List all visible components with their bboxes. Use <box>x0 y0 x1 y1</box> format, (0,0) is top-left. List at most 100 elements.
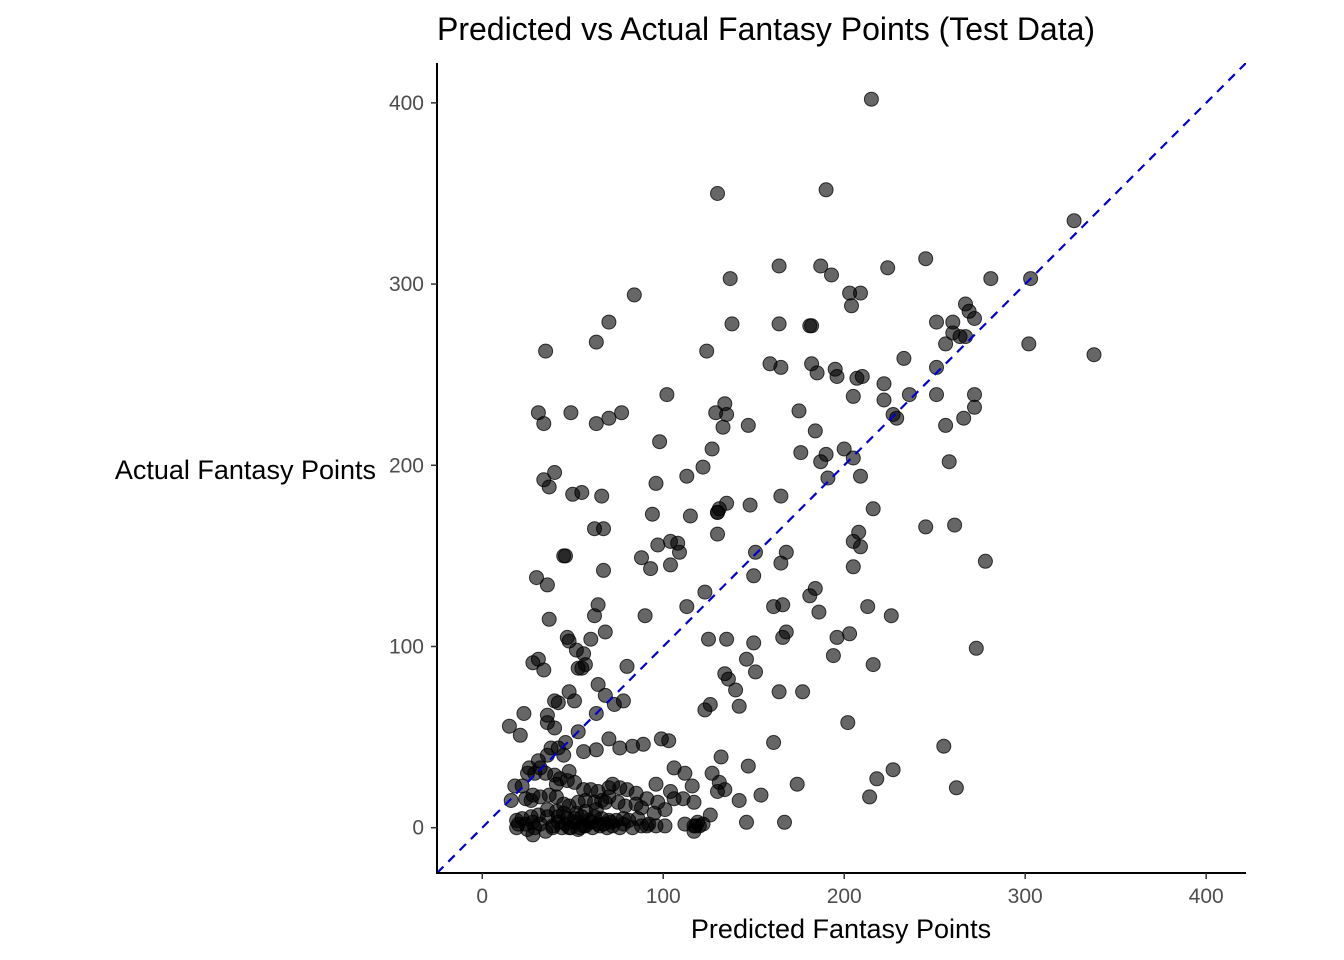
scatter-point <box>516 706 532 721</box>
scatter-point <box>854 369 870 384</box>
scatter-point <box>773 488 789 504</box>
scatter-point <box>597 687 613 703</box>
scatter-point <box>936 738 952 754</box>
scatter-point <box>577 657 593 673</box>
scatter-point <box>601 410 617 426</box>
scatter-point <box>775 629 791 645</box>
scatter-point <box>885 762 901 778</box>
scatter-point <box>652 434 668 450</box>
scatter-point <box>722 271 738 287</box>
scatter-point <box>501 718 517 734</box>
scatter-point <box>525 827 541 843</box>
scatter-point <box>710 526 725 542</box>
scatter-point <box>686 794 702 810</box>
scatter-point <box>719 495 735 511</box>
scatter-point <box>967 387 982 403</box>
scatter-point <box>865 657 881 673</box>
scatter-point <box>748 544 763 560</box>
scatter-point <box>918 251 934 267</box>
scatter-point <box>644 506 660 522</box>
scatter-point <box>690 814 706 830</box>
scatter-point <box>739 814 754 830</box>
scatter-point <box>583 631 599 647</box>
scatter-point <box>588 802 604 818</box>
scatter-point <box>836 441 852 457</box>
scatter-point <box>704 441 720 457</box>
x-tick-label: 100 <box>646 885 681 908</box>
scatter-point <box>753 787 769 803</box>
chart-title-group: Predicted vs Actual Fantasy Points (Test… <box>437 11 1095 47</box>
scatter-point <box>661 733 677 749</box>
scatter-point <box>967 399 982 415</box>
scatter-point <box>597 624 613 640</box>
scatter-point <box>948 780 964 796</box>
x-tick-label: 0 <box>476 885 488 908</box>
scatter-point <box>901 387 917 403</box>
scatter-point <box>639 818 655 834</box>
scatter-point <box>572 820 588 836</box>
scatter-point <box>802 588 818 604</box>
scatter-point <box>771 316 787 332</box>
scatter-point <box>813 258 829 274</box>
scatter-point <box>596 521 611 537</box>
scatter-point <box>863 91 879 107</box>
scatter-point <box>968 640 984 656</box>
scatter-point <box>614 405 630 421</box>
scatter-point <box>947 517 963 533</box>
scatter-point <box>938 336 954 352</box>
scatter-point <box>563 405 579 421</box>
scatter-point <box>635 736 651 752</box>
scatter-point <box>789 776 805 792</box>
scatter-point <box>548 776 564 792</box>
scatter-point <box>503 793 519 808</box>
scatter-point <box>679 599 695 615</box>
scatter-point <box>545 820 561 836</box>
scatter-point <box>853 539 868 555</box>
scatter-point <box>657 818 673 834</box>
scatter-point <box>710 504 725 520</box>
scatter-point <box>811 604 827 620</box>
scatter-point <box>956 410 972 426</box>
scatter-point <box>746 635 762 651</box>
scatter-point <box>842 626 858 642</box>
scatter-point <box>1066 213 1082 229</box>
x-tick-label: 400 <box>1189 885 1224 908</box>
scatter-point <box>619 658 635 674</box>
scatter-point <box>813 454 829 470</box>
scatter-point <box>567 693 582 709</box>
scatter-point <box>588 334 604 350</box>
scatter-point <box>746 568 762 584</box>
scatter-point <box>603 814 619 830</box>
scatter-point <box>742 497 758 513</box>
scatter-point <box>775 597 791 613</box>
scatter-point <box>845 450 861 466</box>
scatter-point <box>829 629 845 645</box>
scatter-point <box>637 608 653 624</box>
scatter-point <box>818 182 834 198</box>
scatter-point <box>539 577 555 593</box>
scatter-point <box>588 416 604 432</box>
scatter-point <box>672 544 687 560</box>
scatter-point <box>876 376 892 392</box>
scatter-point <box>701 631 716 647</box>
scatter-point <box>536 416 552 432</box>
scatter-point <box>657 802 673 818</box>
x-tick-label: 200 <box>827 885 862 908</box>
y-tick-label: 0 <box>412 817 424 840</box>
scatter-point <box>529 570 544 586</box>
scatter-point <box>824 267 839 283</box>
scatter-point <box>699 343 715 359</box>
y-tick-label: 300 <box>389 273 424 296</box>
scatter-point <box>697 702 713 718</box>
scatter-point <box>606 697 622 712</box>
scatter-point <box>929 387 944 403</box>
scatter-point <box>561 764 577 779</box>
scatter-point <box>648 475 664 491</box>
scatter-point <box>558 735 573 750</box>
scatter-point <box>547 465 563 480</box>
scatter-point <box>938 417 954 433</box>
scatter-point <box>880 260 896 276</box>
chart-title: Predicted vs Actual Fantasy Points (Test… <box>437 11 1095 47</box>
scatter-point <box>659 387 675 403</box>
